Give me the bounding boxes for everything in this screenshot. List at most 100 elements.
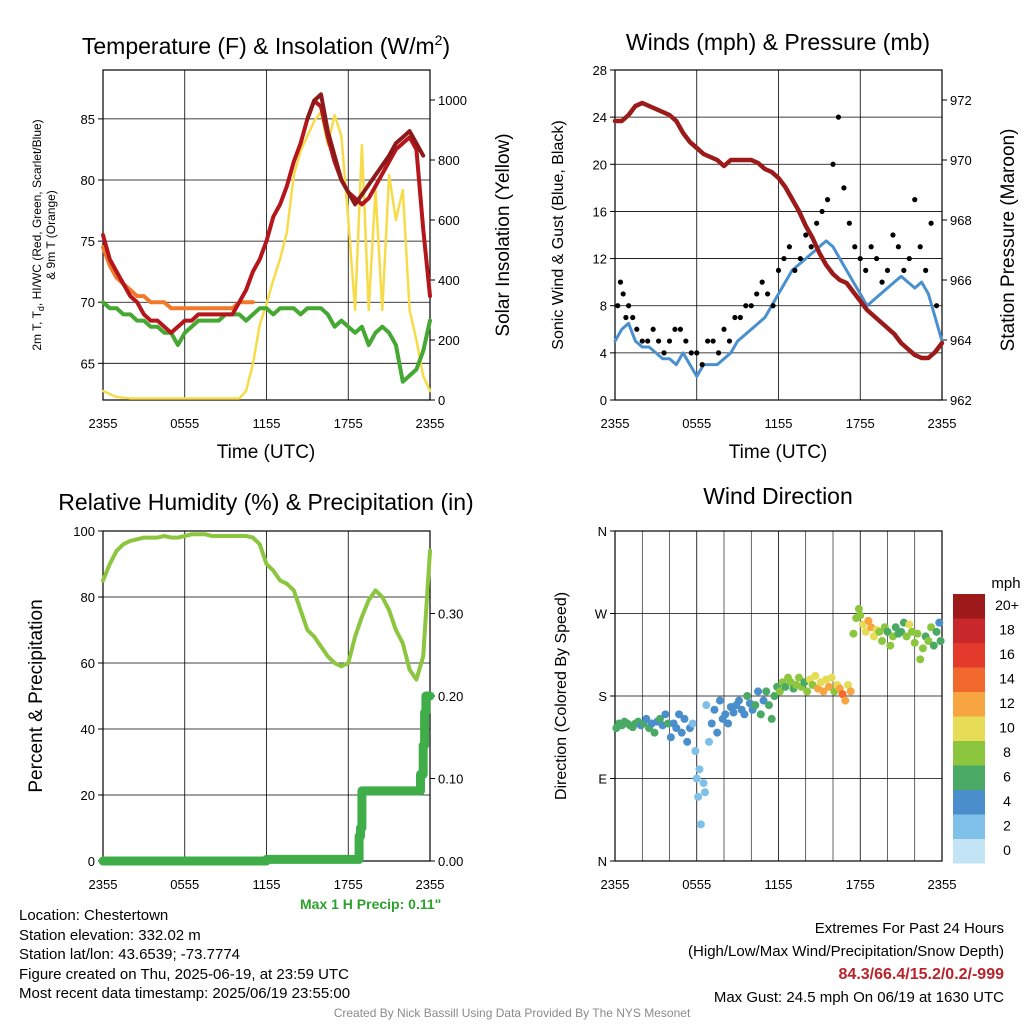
direction-point: [756, 710, 765, 719]
direction-point: [924, 637, 933, 645]
x-tick-label: 2355: [928, 416, 957, 431]
gust-point: [808, 244, 814, 250]
dir-title: Wind Direction: [703, 483, 853, 509]
x-tick-label: 1755: [334, 877, 363, 892]
created-text: Figure created on Thu, 2025-06-19, at 23…: [19, 965, 349, 983]
direction-point: [819, 687, 828, 696]
gust-point: [906, 255, 912, 262]
gust-point: [688, 350, 694, 356]
direction-point: [875, 627, 884, 636]
direction-point: [803, 687, 812, 696]
gust-point: [781, 255, 787, 262]
extremes-subtitle: (High/Low/Max Wind/Precipitation/Snow De…: [688, 943, 1004, 960]
temp-series-line: [101, 98, 432, 335]
direction-point: [650, 728, 659, 737]
direction-panel: Wind Direction Direction (Colored By Spe…: [553, 483, 1021, 892]
gust-point: [726, 338, 733, 344]
gust-point: [630, 314, 636, 321]
direction-point: [918, 644, 927, 653]
direction-point: [713, 728, 722, 737]
legend-title: mph: [991, 575, 1020, 592]
direction-point: [891, 623, 900, 632]
y2-tick-label: 1000: [438, 93, 467, 108]
precip-series-line: [98, 691, 435, 866]
x-tick-label: 0555: [170, 877, 199, 892]
direction-point: [794, 673, 803, 682]
y-tick-label: 80: [81, 173, 95, 188]
wind-title: Winds (mph) & Pressure (mb): [626, 29, 930, 55]
legend-label: 18: [999, 622, 1015, 638]
temp-title: Temperature (F) & Insolation (W/m2): [82, 32, 450, 59]
gust-point: [721, 326, 727, 332]
direction-point: [710, 705, 719, 714]
y2-tick-label: 400: [438, 273, 460, 288]
legend-swatch: [953, 643, 985, 668]
x-tick-label: 1155: [765, 416, 793, 431]
y-tick-label: 40: [81, 722, 95, 737]
gust-point: [884, 267, 891, 273]
y-tick-label: 0: [88, 854, 95, 869]
y2-tick-label: 972: [950, 93, 972, 108]
x-tick-label: 2355: [928, 877, 957, 892]
gust-point: [819, 208, 825, 215]
direction-point: [897, 627, 906, 636]
gust-point: [705, 338, 711, 344]
gust-point: [923, 267, 929, 273]
direction-point: [827, 673, 836, 682]
gust-point: [748, 303, 754, 309]
gust-point: [666, 338, 673, 344]
direction-point: [691, 747, 700, 755]
y-tick-label: 0: [600, 393, 607, 408]
gust-point: [715, 350, 722, 356]
latlon-text: Station lat/lon: 43.6539; -73.7774: [19, 946, 241, 963]
gust-point: [677, 326, 684, 332]
legend-label: 10: [999, 720, 1015, 736]
gust-point: [928, 220, 934, 226]
legend-swatch: [953, 667, 985, 692]
legend-label: 4: [1003, 793, 1011, 809]
y2-tick-label: 964: [950, 333, 972, 348]
direction-point: [878, 637, 887, 645]
wind-y2label: Station Pressure (Maroon): [998, 129, 1019, 352]
x-tick-label: 1155: [253, 877, 281, 892]
direction-point: [854, 604, 863, 613]
legend-label: 0: [1003, 842, 1011, 858]
y-tick-label: 100: [73, 524, 95, 539]
x-tick-label: 2355: [89, 416, 118, 431]
direction-point: [916, 655, 925, 664]
legend-swatch: [953, 716, 985, 741]
direction-point: [824, 682, 833, 691]
direction-point: [764, 701, 773, 710]
x-tick-label: 1755: [846, 877, 875, 892]
y-tick-label: S: [598, 689, 607, 704]
gust-point: [868, 244, 874, 250]
y2-tick-label: 962: [950, 393, 972, 408]
y2-tick-label: 200: [438, 333, 460, 348]
direction-point: [688, 719, 697, 728]
direction-point: [672, 724, 681, 733]
gust-point: [874, 255, 880, 262]
legend-label: 2: [1003, 818, 1011, 834]
x-tick-label: 2355: [416, 416, 445, 431]
direction-point: [642, 714, 651, 723]
x-tick-label: 1755: [846, 416, 875, 431]
plot-frame: [614, 530, 943, 862]
direction-point: [781, 682, 790, 691]
y-tick-label: 70: [81, 295, 95, 310]
y-tick-label: W: [595, 607, 608, 622]
x-tick-label: 0555: [170, 416, 199, 431]
direction-point: [702, 701, 711, 710]
direction-point: [707, 719, 716, 728]
recent-text: Most recent data timestamp: 2025/06/19 2…: [19, 985, 351, 1002]
temp-ylabel-1: 2m T, Td, HI/WC (Red, Green, Scarlet/Blu…: [30, 119, 46, 350]
direction-point: [886, 641, 895, 650]
legend-swatch: [953, 814, 985, 839]
x-tick-label: 1755: [334, 416, 363, 431]
y-tick-label: 65: [81, 356, 95, 371]
legend-swatch: [953, 594, 985, 619]
gust-point: [890, 232, 896, 238]
extremes-title: Extremes For Past 24 Hours: [814, 920, 1004, 937]
gust-point: [895, 244, 902, 250]
gust-point: [617, 279, 624, 285]
direction-point: [677, 728, 686, 737]
